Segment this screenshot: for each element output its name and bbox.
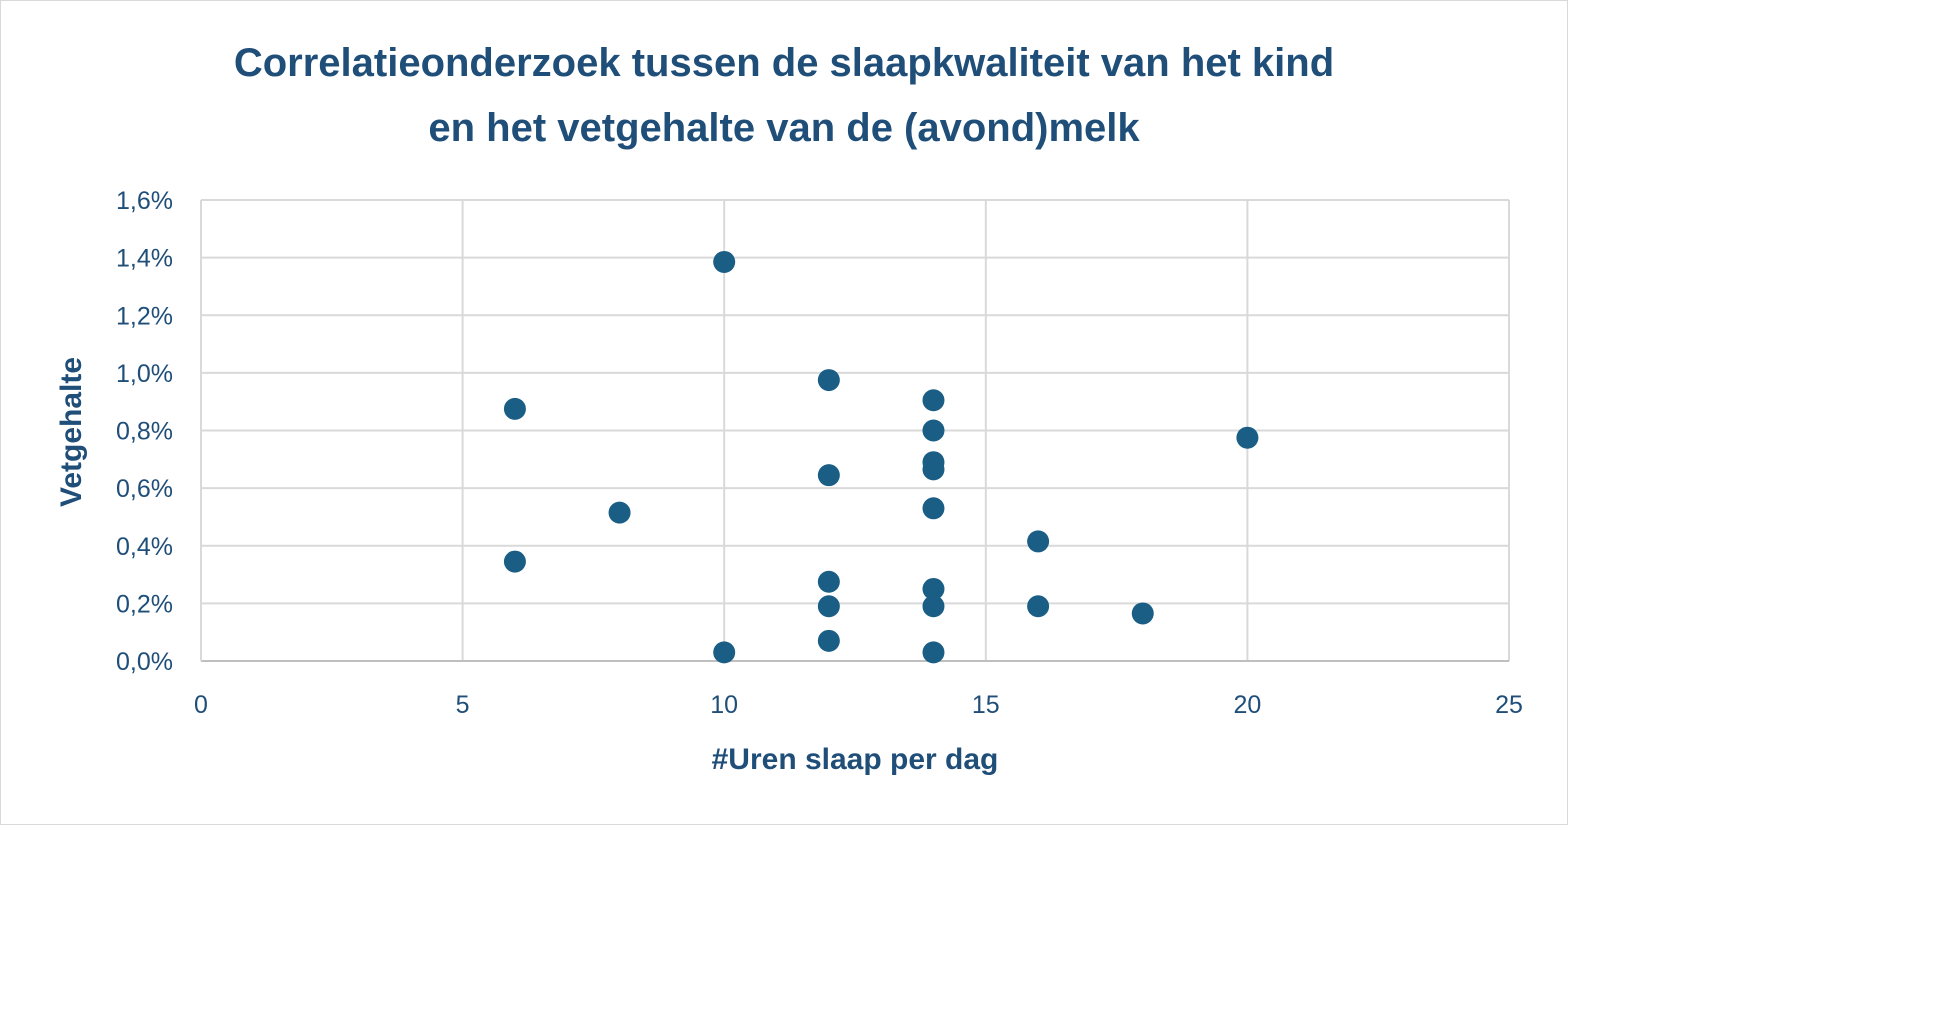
data-point [1027,530,1050,553]
data-point [817,629,840,652]
data-point [922,389,945,412]
data-point [1027,595,1050,618]
x-tick-label: 10 [710,691,738,719]
tick-labels: 0,0% 0,2% 0,4% 0,6% 0,8% 1,0% 1,2% 1,4% 1,6% 0 5 10… [116,187,1523,719]
data-point [922,497,945,520]
y-tick-label: 0,4% [116,533,173,561]
y-tick-label: 1,2% [116,302,173,330]
data-point [713,250,736,273]
y-axis-title: Vetgehalte [55,357,88,507]
data-point [713,641,736,664]
data-point [922,595,945,618]
x-tick-label: 15 [972,691,1000,719]
gridlines [200,199,1510,662]
x-tick-label: 5 [456,691,470,719]
data-point [817,369,840,392]
x-tick-label: 20 [1233,691,1261,719]
data-point [1131,602,1154,625]
data-point [817,595,840,618]
y-tick-label: 1,4% [116,245,173,273]
y-tick-label: 1,0% [116,360,173,388]
data-point [922,419,945,442]
x-tick-label: 0 [194,691,208,719]
data-point [1236,426,1259,449]
scatter-chart: Correlatieonderzoek tussen de slaapkwali… [55,41,1523,776]
data-point [503,550,526,573]
data-point [608,501,631,524]
chart-container: Correlatieonderzoek tussen de slaapkwali… [0,0,1568,825]
data-point [817,570,840,593]
y-tick-label: 0,8% [116,418,173,446]
data-point [503,397,526,420]
data-point [817,464,840,487]
x-axis-title: #Uren slaap per dag [712,743,999,776]
data-point [922,577,945,600]
y-tick-label: 1,6% [116,187,173,215]
y-tick-label: 0,0% [116,648,173,676]
chart-title-line-2: en het vetgehalte van de (avond)melk [428,106,1140,150]
data-points [503,250,1259,664]
data-point [922,641,945,664]
x-tick-label: 25 [1495,691,1523,719]
y-tick-label: 0,2% [116,590,173,618]
data-point [922,458,945,481]
chart-title-line-1: Correlatieonderzoek tussen de slaapkwali… [234,41,1334,85]
y-tick-label: 0,6% [116,475,173,503]
